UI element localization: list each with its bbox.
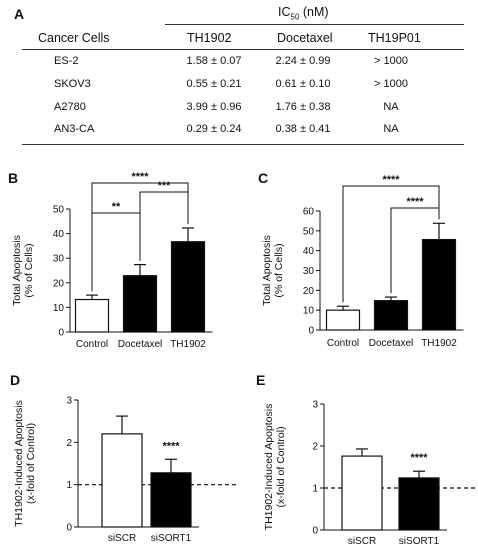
y-tick-label: 0	[308, 326, 314, 337]
x-category-label: siSORT1	[151, 533, 192, 544]
cell-line-name: SKOV3	[54, 78, 91, 90]
y-axis-label-line: (% of Cells)	[273, 243, 285, 297]
panel-label-a: A	[14, 6, 25, 22]
significance-label: ****	[406, 196, 424, 208]
cell-line-name: AN3-CA	[54, 123, 95, 135]
y-axis-label-line: (x-fold of Control)	[25, 423, 37, 504]
column-header-docetaxel: Docetaxel	[277, 31, 333, 45]
y-tick-label: 50	[303, 226, 315, 237]
ic50-value: > 1000	[374, 55, 408, 67]
group-header-rule	[165, 24, 464, 25]
bar	[101, 433, 143, 528]
x-category-label: siSCR	[348, 536, 376, 547]
bar	[170, 241, 206, 333]
significance-label: ****	[131, 171, 149, 183]
y-tick-label: 20	[53, 278, 65, 289]
significance-bracket	[91, 182, 189, 292]
y-axis-label: TH1902-Induced Apoptosis(x-fold of Contr…	[13, 400, 37, 527]
y-axis-label-line: (% of Cells)	[23, 243, 35, 297]
ic50-value: 0.29 ± 0.24	[186, 123, 242, 135]
panel-label-c: C	[258, 170, 269, 186]
y-axis-label-line: TH1902-Induced Apoptosis	[263, 404, 275, 531]
y-tick-label: 30	[303, 266, 315, 277]
ic50-value: 1.58 ± 0.07	[186, 55, 242, 67]
ic50-value: NA	[383, 101, 399, 113]
significance-label: **	[112, 201, 121, 213]
y-tick-label: 0	[58, 328, 64, 339]
y-tick-label: 2	[312, 442, 318, 453]
bottom-rule	[22, 144, 464, 145]
ic50-value: NA	[383, 123, 399, 135]
x-category-label: TH1902	[421, 338, 457, 349]
y-tick-label: 10	[53, 303, 65, 314]
y-axis-label-line: Total Apoptosis	[11, 235, 23, 306]
y-tick-label: 20	[303, 286, 315, 297]
y-tick-label: 2	[66, 438, 72, 449]
x-category-label: Control	[327, 338, 359, 349]
y-tick-label: 60	[303, 207, 315, 218]
bar	[341, 455, 383, 531]
bar	[373, 300, 409, 331]
x-category-label: siSORT1	[399, 536, 440, 547]
ic50-value: 2.24 ± 0.99	[275, 55, 331, 67]
panel-label-d: D	[10, 372, 21, 388]
panel-label-b: B	[8, 170, 19, 186]
y-tick-label: 0	[66, 523, 72, 534]
y-tick-label: 1	[312, 484, 318, 495]
ic50-value: > 1000	[374, 78, 408, 90]
column-header-th1902: TH1902	[187, 31, 232, 45]
y-tick-label: 40	[303, 246, 315, 257]
x-category-label: TH1902	[170, 339, 206, 350]
ic50-value: 0.55 ± 0.21	[186, 78, 242, 90]
y-axis-label-line: TH1902-Induced Apoptosis	[13, 400, 25, 527]
y-tick-label: 40	[53, 229, 65, 240]
y-axis-label-line: (x-fold of Control)	[275, 426, 287, 507]
x-category-label: Docetaxel	[369, 338, 413, 349]
table-group-header: IC50 (nM)	[278, 5, 329, 22]
column-header-th19p01: TH19P01	[368, 31, 421, 45]
ic50-value: 0.38 ± 0.41	[275, 123, 331, 135]
y-tick-label: 3	[66, 396, 72, 407]
ic50-value: 0.61 ± 0.10	[275, 78, 331, 90]
y-axis-label: TH1902-Induced Apoptosis(x-fold of Contr…	[263, 404, 287, 531]
significance-label: ****	[382, 174, 400, 186]
y-tick-label: 3	[312, 400, 318, 411]
significance-bracket	[342, 185, 440, 303]
panel-label-e: E	[256, 372, 266, 388]
bar	[150, 472, 192, 528]
ic50-value: 1.76 ± 0.38	[275, 101, 331, 113]
x-category-label: siSCR	[108, 533, 136, 544]
header-rule	[22, 49, 464, 50]
row-header: Cancer Cells	[38, 31, 110, 45]
ic50-value: 3.99 ± 0.96	[186, 101, 242, 113]
y-axis-label: Total Apoptosis(% of Cells)	[11, 235, 35, 306]
ic-subscript: 50	[290, 12, 300, 22]
y-tick-label: 1	[66, 480, 72, 491]
y-axis-label: Total Apoptosis(% of Cells)	[261, 235, 285, 306]
significance-label: ****	[162, 440, 180, 452]
bar	[421, 238, 457, 331]
significance-label: ****	[410, 452, 428, 464]
x-category-label: Docetaxel	[118, 339, 162, 350]
x-category-label: Control	[76, 339, 108, 350]
y-tick-label: 10	[303, 306, 315, 317]
y-axis-label-line: Total Apoptosis	[261, 235, 273, 306]
bar	[398, 477, 440, 531]
y-tick-label: 50	[53, 205, 65, 216]
y-tick-label: 30	[53, 254, 65, 265]
cell-line-name: A2780	[54, 101, 86, 113]
ic-label: IC	[278, 5, 291, 19]
y-tick-label: 0	[312, 526, 318, 537]
cell-line-name: ES-2	[54, 55, 79, 67]
ic-unit: (nM)	[299, 5, 329, 19]
